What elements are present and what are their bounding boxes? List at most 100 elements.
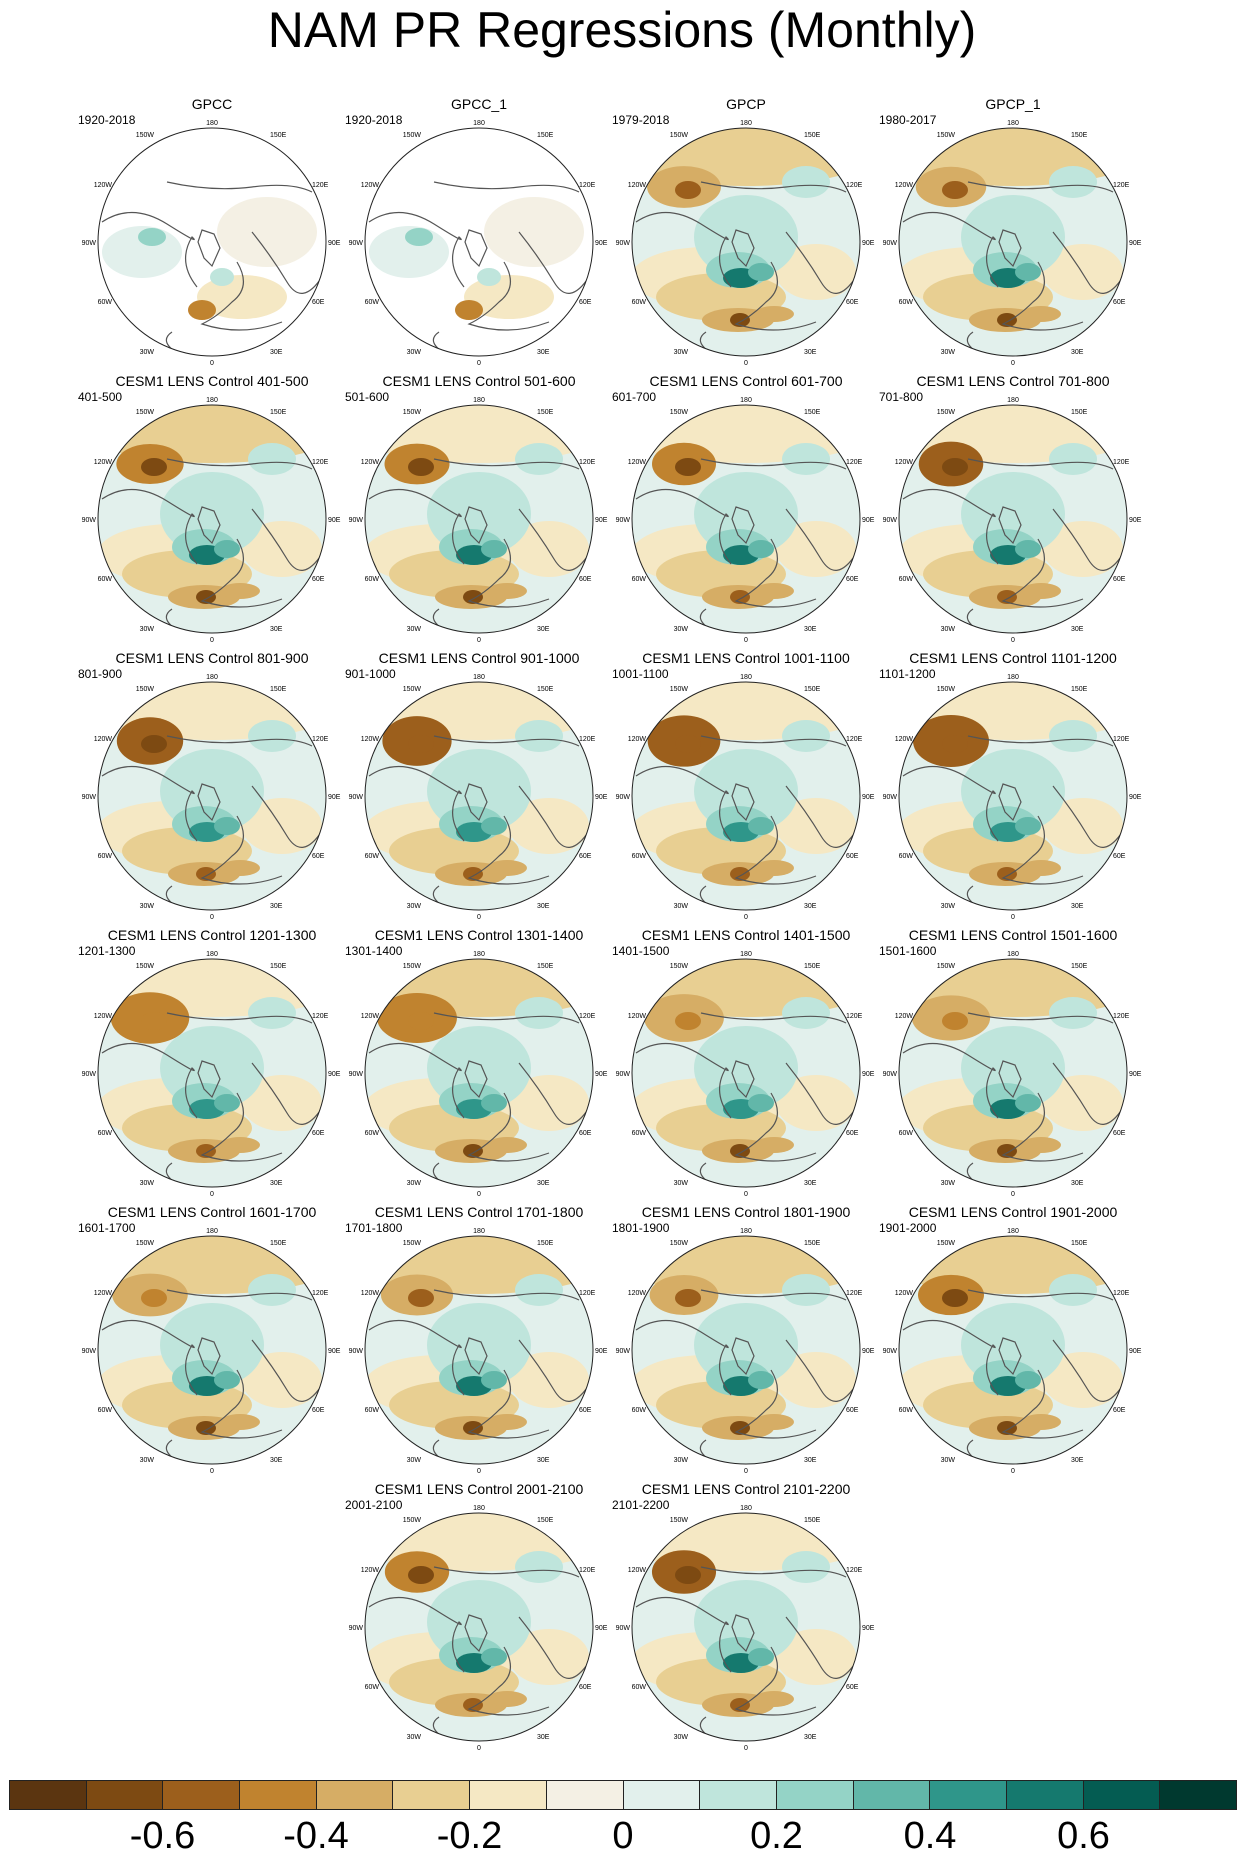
coastline-greenland — [998, 506, 1022, 545]
longitude-label: 90E — [595, 1348, 608, 1355]
anomaly-field — [188, 300, 216, 320]
coastline — [200, 815, 283, 885]
coastline — [635, 1319, 732, 1396]
longitude-label: 90E — [328, 1348, 341, 1355]
coastline — [518, 1062, 590, 1125]
polar-map: 180 0 150W 150E 120W 120E 90W 90E 60W 60E 30W 30E — [82, 951, 341, 1197]
longitude-label: 30E — [270, 903, 283, 910]
anomaly-field — [515, 443, 563, 475]
panel-years: 701-800 — [879, 390, 924, 404]
longitude-label: 90E — [862, 1071, 875, 1078]
anomaly-field — [730, 590, 750, 604]
longitude-label: 180 — [1007, 120, 1019, 127]
panel-years: 1401-1500 — [612, 944, 670, 958]
longitude-label: 150E — [1071, 963, 1088, 970]
coastline — [734, 261, 817, 331]
coastline — [518, 231, 590, 294]
coastline — [433, 1566, 580, 1578]
map-border — [97, 958, 327, 1188]
anomaly-field — [509, 521, 589, 577]
colorbar-tick-label: 0.2 — [750, 1815, 803, 1857]
anomaly-field — [675, 1289, 701, 1307]
longitude-label: 30W — [941, 903, 956, 910]
coastline — [1001, 538, 1084, 608]
longitude-label: 90W — [616, 240, 631, 247]
longitude-label: 90W — [616, 1625, 631, 1632]
coastline-greenland — [731, 1614, 755, 1653]
longitude-label: 60W — [365, 1130, 380, 1137]
anomaly-field — [1021, 1414, 1061, 1430]
polar-map: 180 0 150W 150E 120W 120E 90W 90E 60W 60E 30W 30E — [349, 1505, 608, 1751]
coastline — [251, 508, 323, 571]
colorbar-cell — [623, 1781, 701, 1809]
map-panel: CESM1 LENS Control 1201-1300 1201-1300 180… — [78, 927, 346, 1197]
coastline — [967, 735, 1114, 747]
longitude-label: 120E — [579, 1567, 596, 1574]
longitude-label: 30E — [804, 349, 817, 356]
anomaly-field — [748, 1371, 774, 1389]
anomaly-field — [515, 720, 563, 752]
coastline — [734, 538, 817, 608]
anomaly-field — [242, 1352, 322, 1408]
longitude-label: 120E — [579, 182, 596, 189]
coastline — [902, 211, 999, 288]
longitude-label: 90E — [595, 1625, 608, 1632]
coastline — [734, 1646, 817, 1716]
anomaly-field — [481, 1094, 507, 1112]
colorbar-cell — [1083, 1781, 1161, 1809]
polar-map: 180 0 150W 150E 120W 120E 90W 90E 60W 60E 30W 30E — [616, 1228, 875, 1474]
longitude-label: 60W — [365, 1684, 380, 1691]
longitude-label: 180 — [206, 951, 218, 958]
longitude-label: 0 — [210, 1191, 214, 1197]
map-border — [631, 127, 861, 357]
longitude-label: 60E — [846, 853, 859, 860]
panel-years: 1501-1600 — [879, 944, 937, 958]
longitude-label: 90E — [328, 794, 341, 801]
colorbar-cell — [1006, 1781, 1084, 1809]
coastline — [101, 488, 198, 565]
coastline — [166, 1012, 313, 1024]
map-panel: CESM1 LENS Control 501-600 501-600 180 0 150… — [345, 373, 613, 643]
longitude-label: 30E — [537, 903, 550, 910]
colorbar-tick-label: -0.2 — [436, 1815, 503, 1857]
longitude-label: 60E — [312, 299, 325, 306]
longitude-label: 30W — [140, 903, 155, 910]
longitude-label: 30W — [407, 903, 422, 910]
longitude-label: 150E — [1071, 409, 1088, 416]
map-border — [364, 127, 594, 357]
panel-title: GPCC — [191, 96, 233, 112]
anomaly-field — [754, 583, 794, 599]
longitude-label: 120E — [579, 736, 596, 743]
longitude-label: 150E — [537, 963, 554, 970]
panel-title: CESM1 LENS Control 401-500 — [115, 373, 309, 389]
anomaly-field — [477, 268, 501, 286]
anomaly-field — [196, 1421, 216, 1435]
coastline — [785, 1616, 857, 1679]
map-border — [898, 404, 1128, 634]
map-border — [898, 958, 1128, 1188]
panel-title: CESM1 LENS Control 801-900 — [115, 650, 309, 666]
longitude-label: 120W — [628, 1290, 647, 1297]
coastline — [700, 1012, 847, 1024]
longitude-label: 30E — [804, 626, 817, 633]
colorbar-tick-label: -0.4 — [283, 1815, 349, 1857]
coastline — [1052, 231, 1124, 294]
coastline — [1001, 1092, 1084, 1162]
longitude-label: 60E — [579, 853, 592, 860]
anomaly-field — [242, 521, 322, 577]
anomaly-field — [214, 817, 240, 835]
panel-title: CESM1 LENS Control 1901-2000 — [908, 1204, 1118, 1220]
map-border — [364, 404, 594, 634]
longitude-label: 60W — [98, 1130, 113, 1137]
longitude-label: 30W — [941, 349, 956, 356]
anomaly-field — [196, 867, 216, 881]
longitude-label: 150E — [270, 686, 287, 693]
longitude-label: 180 — [740, 951, 752, 958]
longitude-label: 120E — [579, 459, 596, 466]
anomaly-field — [487, 860, 527, 876]
longitude-label: 120W — [628, 1567, 647, 1574]
longitude-label: 90W — [616, 1348, 631, 1355]
coastline — [200, 538, 283, 608]
map-border — [631, 404, 861, 634]
longitude-label: 0 — [477, 1745, 481, 1751]
